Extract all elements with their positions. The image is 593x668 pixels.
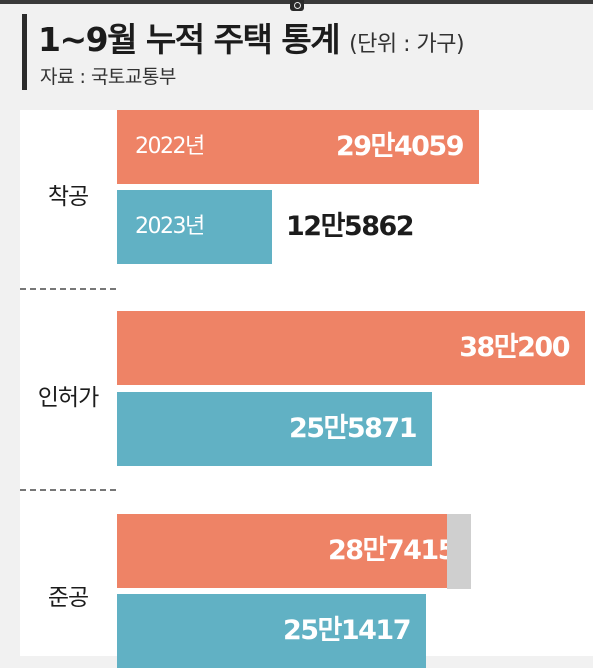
title-accent-bar [22,14,27,90]
category-divider [20,489,116,491]
bar-2023년-착공: 2023년 12만5862 [117,190,415,264]
bar-2023년-인허가: 25만5871 [117,392,432,466]
category-label: 착공 [47,184,89,210]
chart-title: 1~9월 누적 주택 통계 (단위 : 가구) [38,13,465,61]
category-label: 준공 [47,585,89,611]
source-note: 자료 : 국토교통부 [40,66,176,88]
scroll-shadow [447,514,471,589]
series-label: 2023년 [135,214,205,239]
bar-2022년-준공: 28만7415 [117,514,471,588]
data-label: 38만200 [459,332,570,363]
category-label: 인허가 [37,385,99,411]
camera-icon [290,0,304,11]
category-divider [20,288,116,290]
bar-2022년-착공: 2022년 29만4059 [117,110,479,184]
bar-2023년-준공: 25만1417 [117,594,426,668]
data-label: 25만1417 [282,615,412,646]
data-label: 29만4059 [335,131,465,162]
data-label: 28만7415 [327,535,457,566]
series-label: 2022년 [135,134,205,159]
data-label: 25만5871 [288,413,418,444]
bar-2022년-인허가: 38만200 [117,311,585,385]
data-label: 12만5862 [286,211,415,242]
chart-title-text: 1~9월 누적 주택 통계 [38,20,341,59]
unit-note: (단위 : 가구) [349,32,465,57]
